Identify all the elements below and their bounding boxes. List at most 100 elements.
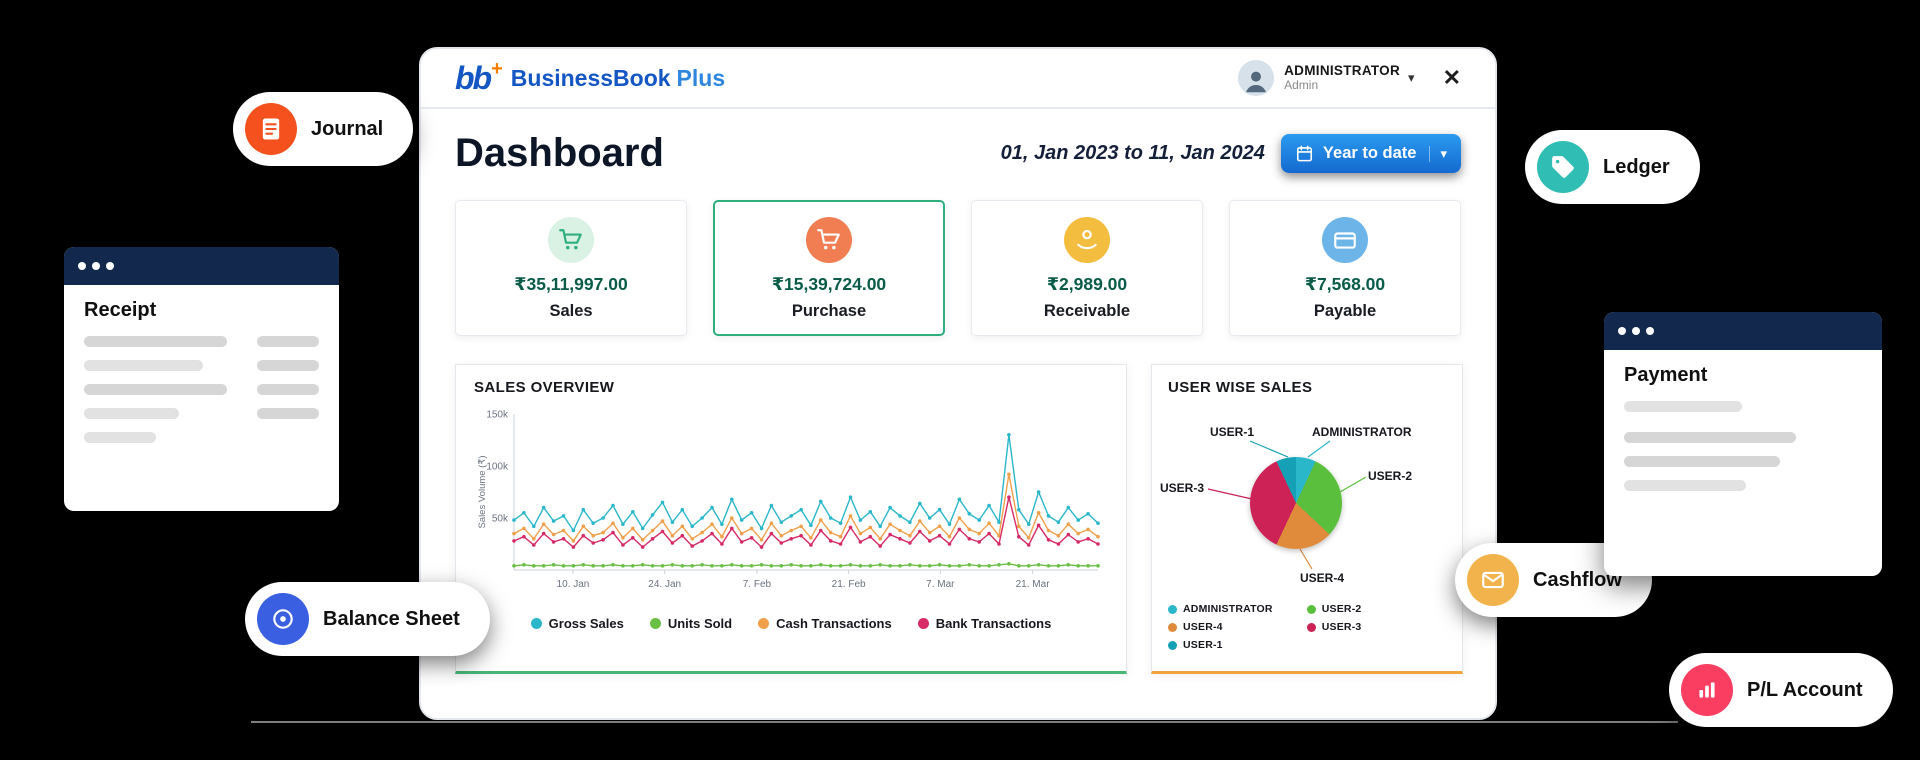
ledger-badge: Ledger — [1525, 130, 1700, 204]
skeleton-line — [84, 432, 156, 443]
skeleton-line — [257, 360, 319, 371]
user-sales-pie-chart — [1250, 457, 1342, 549]
payment-card-titlebar — [1604, 312, 1882, 350]
window-dot-icon — [92, 262, 100, 270]
ledger-label: Ledger — [1603, 155, 1670, 178]
receivable-amount: ₹2,989.00 — [1046, 274, 1128, 294]
hand-coin-icon — [1064, 217, 1110, 263]
user-wise-sales-title: USER WISE SALES — [1168, 379, 1313, 396]
sales-overview-title: SALES OVERVIEW — [474, 379, 615, 396]
pie-legend-item: USER-2 — [1306, 603, 1362, 615]
skeleton-line — [84, 384, 228, 395]
legend-item: Units Sold — [649, 616, 732, 631]
x-tick: 24. Jan — [648, 579, 681, 590]
pie-label-user-1: USER-1 — [1210, 425, 1255, 439]
stat-card-purchase[interactable]: ₹15,39,724.00 Purchase — [713, 200, 945, 336]
payment-card: Payment — [1604, 312, 1882, 576]
skeleton-line — [257, 336, 319, 347]
pl-account-bar-chart-icon — [1681, 664, 1733, 716]
y-axis-label: Sales Volume (₹) — [477, 455, 488, 528]
skeleton-line — [1624, 456, 1780, 467]
user-role: Admin — [1284, 77, 1319, 92]
legend-dot-icon — [1168, 604, 1177, 614]
cashflow-envelope-icon — [1467, 554, 1519, 606]
dropdown-caret-icon: ▾ — [1429, 145, 1447, 162]
legend-dot-icon — [649, 618, 661, 629]
person-icon — [1246, 71, 1267, 93]
pl-account-label: P/L Account — [1747, 678, 1863, 701]
y-tick: 100k — [486, 462, 509, 473]
purchase-amount: ₹15,39,724.00 — [771, 274, 887, 294]
payment-card-body: Payment — [1604, 350, 1882, 505]
ledger-tag-icon — [1537, 141, 1589, 193]
purchase-label: Purchase — [791, 302, 867, 320]
skeleton-line — [257, 408, 319, 419]
pie-legend-item: USER-1 — [1168, 639, 1273, 651]
pie-legend-column-1: ADMINISTRATOR USER-4 USER-1 — [1168, 603, 1273, 651]
window-dot-icon — [78, 262, 86, 270]
receipt-skeleton-right — [257, 336, 319, 443]
receipt-card: Receipt — [64, 247, 339, 511]
stats-row: ₹35,11,997.00 Sales ₹15,39,724.00 Purcha… — [421, 200, 1495, 336]
user-menu[interactable]: ADMINISTRATOR Admin ▾ ✕ — [1238, 60, 1461, 96]
balance-sheet-badge: Balance Sheet — [245, 582, 490, 656]
skeleton-line — [257, 384, 319, 395]
sales-line-chart: 50k 100k 150k 10. Jan 24. Jan 7. Feb 21. Feb 7.… — [477, 410, 1100, 590]
logo-bb-mark: bb — [455, 59, 492, 96]
receivable-label: Receivable — [1043, 302, 1131, 320]
x-tick: 7. Mar — [926, 579, 955, 590]
journal-label: Journal — [311, 117, 384, 140]
date-range-label: 01, Jan 2023 to 11, Jan 2024 — [1000, 142, 1265, 164]
sales-cart-icon — [548, 217, 594, 263]
legend-dot-icon — [1168, 622, 1177, 632]
sales-amount: ₹35,11,997.00 — [514, 274, 628, 294]
pie-label-user-3: USER-3 — [1160, 481, 1205, 495]
x-tick: 21. Mar — [1016, 579, 1051, 590]
sales-chart-legend: Gross Sales Units Sold Cash Transactions Ba… — [474, 616, 1108, 631]
window-dot-icon — [1632, 327, 1640, 335]
logo-plus-icon: + — [491, 57, 503, 80]
period-dropdown-button[interactable]: Year to date ▾ — [1280, 134, 1461, 173]
legend-dot-icon — [1306, 622, 1316, 632]
close-button[interactable]: ✕ — [1442, 65, 1461, 90]
skeleton-line — [84, 360, 204, 371]
user-name: ADMINISTRATOR — [1284, 63, 1401, 79]
period-button-label: Year to date — [1322, 144, 1417, 162]
stat-card-sales[interactable]: ₹35,11,997.00 Sales — [455, 200, 687, 336]
topbar: bb + BusinessBook Plus ADMINISTRATOR Admi… — [421, 49, 1495, 109]
series-line — [513, 434, 1099, 532]
stat-card-payable[interactable]: ₹7,568.00 Payable — [1229, 200, 1461, 336]
user-avatar[interactable] — [1238, 60, 1275, 96]
receipt-card-body: Receipt — [64, 285, 339, 457]
pie-label-user-4: USER-4 — [1300, 571, 1345, 585]
charts-row: SALES OVERVIEW 50k 100k 150k 10. Jan 24. Jan… — [421, 364, 1495, 674]
payable-amount: ₹7,568.00 — [1304, 274, 1386, 294]
legend-dot-icon — [1306, 604, 1316, 614]
pie-legend-column-2: USER-2 USER-3 — [1306, 603, 1362, 651]
pie-label-administrator: ADMINISTRATOR — [1312, 425, 1412, 439]
journal-icon — [245, 103, 297, 155]
cashflow-label: Cashflow — [1533, 568, 1622, 591]
legend-dot-icon — [917, 618, 929, 629]
legend-dot-icon — [758, 618, 770, 629]
user-menu-caret-icon[interactable]: ▾ — [1408, 70, 1415, 85]
page-header-right: 01, Jan 2023 to 11, Jan 2024 Year to dat… — [1001, 134, 1461, 173]
balance-sheet-coin-icon — [257, 593, 309, 645]
calendar-icon — [1296, 145, 1312, 162]
pie-legend-item: USER-3 — [1306, 621, 1362, 633]
series-line — [513, 474, 1099, 543]
y-tick: 50k — [492, 514, 509, 525]
legend-item: Cash Transactions — [758, 616, 892, 631]
legend-dot-icon — [530, 618, 542, 629]
window-dot-icon — [1646, 327, 1654, 335]
skeleton-line — [1624, 401, 1742, 412]
stat-card-receivable[interactable]: ₹2,989.00 Receivable — [971, 200, 1203, 336]
x-tick: 7. Feb — [743, 579, 772, 590]
window-dot-icon — [106, 262, 114, 270]
purchase-cart-icon — [806, 217, 852, 263]
x-tick: 21. Feb — [832, 579, 866, 590]
window-dot-icon — [1618, 327, 1626, 335]
skeleton-line — [1624, 480, 1746, 491]
receipt-card-titlebar — [64, 247, 339, 285]
